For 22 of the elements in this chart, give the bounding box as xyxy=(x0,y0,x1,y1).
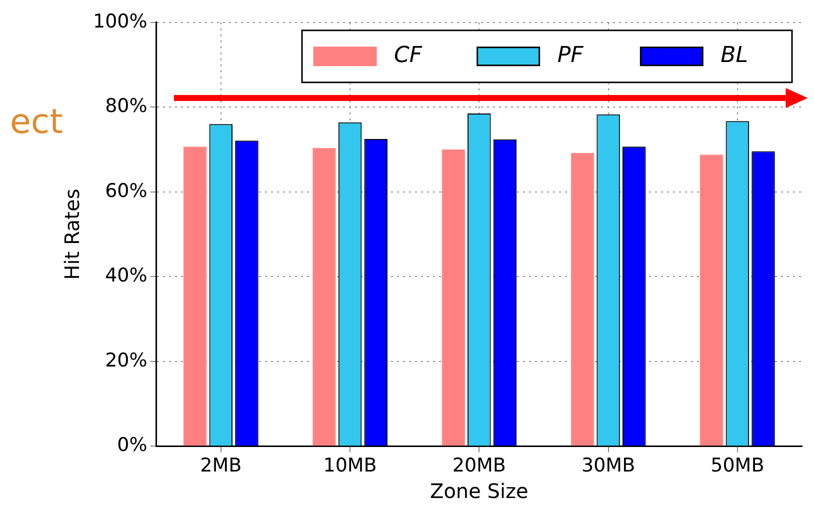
y-tick-label: 20% xyxy=(105,349,148,372)
y-tick-label: 100% xyxy=(92,10,148,32)
legend-label: CF xyxy=(394,43,422,68)
bar xyxy=(442,150,465,446)
bar xyxy=(183,146,207,446)
x-tick-label: 50MB xyxy=(710,454,764,477)
x-axis-title: Zone Size xyxy=(430,479,528,504)
bar xyxy=(312,148,336,446)
bar xyxy=(700,154,724,446)
x-tick-label: 2MB xyxy=(200,454,242,477)
x-tick-label: 20MB xyxy=(452,454,506,477)
legend-label: BL xyxy=(720,43,748,68)
y-tick-label: 40% xyxy=(105,264,148,287)
y-tick-label: 60% xyxy=(105,180,148,202)
bar xyxy=(570,152,594,446)
y-tick-label: 0% xyxy=(117,434,148,456)
y-axis-title: Hit Rates xyxy=(60,188,84,280)
legend-label: PF xyxy=(557,43,584,68)
x-tick-label: 30MB xyxy=(581,454,636,477)
text: ect xyxy=(10,102,63,142)
x-tick-label: 10MB xyxy=(323,454,377,477)
y-tick-label: 80% xyxy=(105,95,148,118)
